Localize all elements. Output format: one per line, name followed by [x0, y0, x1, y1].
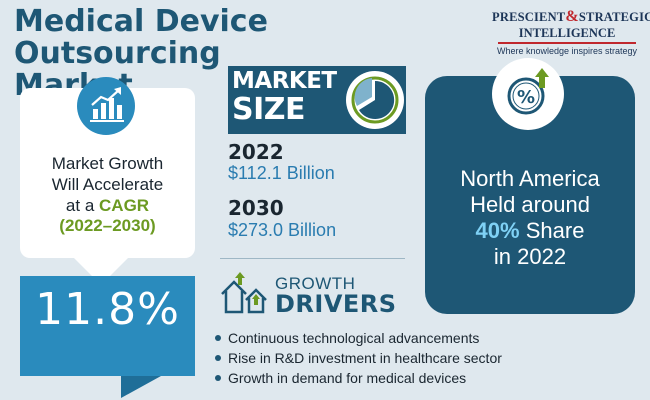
growth-chart-icon [77, 77, 135, 135]
cagr-panel-tail [121, 376, 161, 398]
company-logo: PRESCIENT&STRATEGIC INTELLIGENCE Where k… [492, 8, 650, 63]
title-line-1: Medical Device Outsourcing [14, 4, 268, 71]
growth-line-1: Market Growth [51, 154, 164, 173]
market-size-label: MARKET SIZE [232, 68, 337, 126]
growth-drivers-label-line-2: DRIVERS [275, 290, 397, 318]
region-share-value: 40% [475, 218, 520, 243]
region-line-3: 40% Share [425, 218, 635, 244]
logo-word-2: STRATEGIC [578, 10, 650, 24]
growth-line-2: Will Accelerate [51, 175, 164, 194]
houses-growth-icon [221, 272, 267, 314]
svg-text:%: % [517, 87, 535, 108]
market-size-year-2022: 2022 [228, 140, 284, 164]
growth-drivers-list: Continuous technological advancements Ri… [215, 328, 635, 388]
cagr-panel [20, 276, 195, 376]
driver-text: Rise in R&D investment in healthcare sec… [228, 350, 502, 366]
page-title: Medical Device Outsourcing Market [14, 6, 484, 102]
logo-word-1: PRESCIENT [492, 10, 566, 24]
market-size-year-2030: 2030 [228, 196, 284, 220]
logo-word-3: INTELLIGENCE [518, 26, 616, 40]
region-line-4: in 2022 [493, 244, 567, 269]
market-size-value-2030: $273.0 Billion [228, 220, 337, 240]
driver-text: Continuous technological advancements [228, 330, 480, 346]
market-size-value-2022: $112.1 Billion [228, 163, 335, 183]
logo-line-1: PRESCIENT&STRATEGIC [492, 8, 650, 26]
forecast-period: (2022–2030) [59, 216, 156, 235]
section-divider [220, 258, 405, 259]
growth-drivers-label-line-1: GROWTH [275, 274, 356, 293]
pie-chart-icon [346, 71, 404, 129]
logo-divider [498, 42, 636, 44]
list-item: Rise in R&D investment in healthcare sec… [215, 348, 635, 368]
cagr-label: CAGR [99, 196, 150, 215]
list-item: Continuous technological advancements [215, 328, 635, 348]
growth-line-3: at a CAGR [22, 195, 193, 216]
cagr-value: 11.8% [35, 284, 180, 335]
list-item: Growth in demand for medical devices [215, 368, 635, 388]
logo-tagline: Where knowledge inspires strategy [496, 46, 638, 56]
growth-statement: Market Growth Will Accelerate at a CAGR [22, 153, 193, 216]
bullet-icon [215, 375, 221, 381]
region-line-1: North America [460, 166, 600, 191]
percent-growth-icon: % [492, 58, 564, 130]
market-size-label-line-2: SIZE [232, 92, 306, 127]
market-size-label-line-1: MARKET [232, 68, 337, 94]
bullet-icon [215, 335, 221, 341]
growth-line-3-prefix: at a [65, 196, 95, 215]
region-share-statement: North America Held around 40% Share in 2… [425, 166, 635, 270]
region-line-2: Held around [470, 192, 590, 217]
driver-text: Growth in demand for medical devices [228, 370, 467, 386]
region-share-suffix: Share [525, 218, 585, 243]
logo-ampersand: & [565, 8, 579, 25]
bullet-icon [215, 355, 221, 361]
